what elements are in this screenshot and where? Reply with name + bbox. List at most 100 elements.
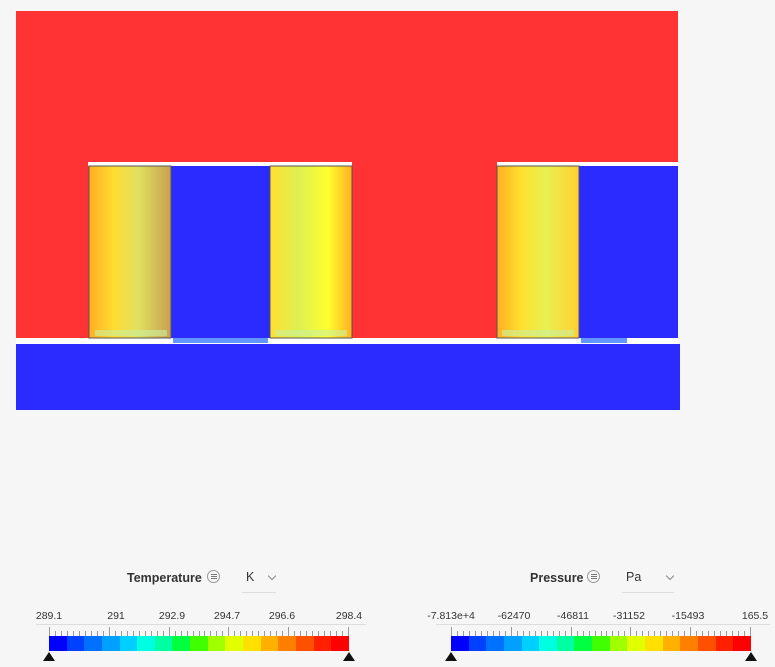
legend-max-handle[interactable]	[343, 652, 355, 661]
legend-tick	[252, 631, 253, 636]
legend-tick	[654, 631, 655, 636]
legend-tick	[475, 631, 476, 636]
legend-tick	[216, 631, 217, 636]
legend-header: Temperature K	[36, 566, 366, 593]
legend-tick-label: 165.5	[741, 610, 769, 622]
legend-color-segment	[331, 636, 349, 651]
legend-tick	[732, 631, 733, 636]
legend-tick	[618, 631, 619, 636]
legend-tick	[91, 631, 92, 636]
legend-color-segment	[278, 636, 296, 651]
legend-label-underline	[436, 624, 770, 625]
3d-viewport[interactable]	[0, 0, 775, 560]
legend-color-segment	[225, 636, 244, 651]
legend-tick	[606, 631, 607, 636]
legend-tick-label: -62470	[497, 610, 531, 622]
legend-quantity-label: Pressure	[530, 571, 584, 585]
legend-color-segment	[715, 636, 734, 651]
unit-dropdown[interactable]: Pa	[622, 566, 675, 593]
legend-color-segment	[172, 636, 191, 651]
legend-tick	[547, 631, 548, 636]
legend-color-segment	[49, 636, 67, 651]
legend-color-segment	[627, 636, 646, 651]
legend-tick	[541, 631, 542, 636]
channel-bottom-strip-2	[581, 338, 627, 343]
legend-tick	[529, 631, 530, 636]
legend-tick	[708, 631, 709, 636]
legend-color-segment	[539, 636, 557, 651]
legend-tick	[565, 631, 566, 636]
separator-plate-bottom	[16, 338, 678, 344]
legend-tick	[49, 627, 50, 636]
legend-color-segment	[503, 636, 522, 651]
legend-label-underline	[36, 624, 366, 625]
legend-tick	[690, 627, 691, 636]
legend-tick	[583, 631, 584, 636]
legend-ticks	[451, 627, 751, 636]
legend-tick-label: 298.4	[335, 610, 363, 622]
unit-value: Pa	[626, 570, 642, 584]
legend-tick	[193, 631, 194, 636]
legend-min-handle[interactable]	[43, 652, 55, 661]
legend-color-bar	[451, 636, 751, 651]
legend-tick	[175, 631, 176, 636]
legend-color-segment	[662, 636, 681, 651]
legend-tick	[642, 631, 643, 636]
legend-color-segment	[243, 636, 261, 651]
legend-tick	[103, 631, 104, 636]
legend-tick	[630, 627, 631, 636]
legend-tick-labels: -7.813e+4 -62470 -46811 -31152 -15493 16…	[427, 610, 769, 624]
legend-tick	[499, 631, 500, 636]
legend-tick	[222, 631, 223, 636]
legend-tick	[61, 631, 62, 636]
legend-tick	[517, 631, 518, 636]
legend-tick	[601, 631, 602, 636]
legend-tick	[342, 631, 343, 636]
legend-color-segment	[190, 636, 208, 651]
legend-tick-label: -46811	[557, 610, 589, 622]
legend-max-handle[interactable]	[745, 652, 757, 661]
unit-dropdown[interactable]: K	[242, 566, 277, 593]
legend-tick-label: -31152	[613, 610, 645, 622]
legend-tick	[463, 631, 464, 636]
legend-color-segment	[468, 636, 487, 651]
legend-tick-label: 292.9	[158, 610, 186, 622]
legend-tick	[306, 631, 307, 636]
legend-header: Pressure Pa	[436, 566, 766, 593]
legend-tick-label: 291	[107, 610, 125, 622]
simulation-render	[16, 11, 680, 410]
legend-tick	[744, 631, 745, 636]
legend-tick	[109, 627, 110, 636]
legend-menu-icon[interactable]	[587, 570, 600, 583]
legend-tick	[595, 631, 596, 636]
legend-min-handle[interactable]	[445, 652, 457, 661]
cold-fluid-channel-1	[171, 166, 270, 338]
legend-menu-icon[interactable]	[207, 570, 220, 583]
fin-base-highlight-3	[502, 330, 574, 336]
legend-tick	[457, 631, 458, 636]
legend-tick-label: -15493	[671, 610, 705, 622]
legend-tick	[276, 631, 277, 636]
legend-tick	[624, 631, 625, 636]
legend-tick	[648, 631, 649, 636]
legend-tick	[493, 631, 494, 636]
legend-tick	[85, 631, 86, 636]
legend-color-segment	[313, 636, 332, 651]
legend-tick	[145, 631, 146, 636]
legend-color-segment	[84, 636, 102, 651]
legend-color-segment	[119, 636, 138, 651]
legend-ticks	[49, 627, 349, 636]
legend-tick	[678, 631, 679, 636]
legend-tick	[714, 631, 715, 636]
legend-tick	[258, 631, 259, 636]
legend-tick	[133, 631, 134, 636]
separator-plate-top-right	[497, 162, 678, 166]
legend-tick	[55, 631, 56, 636]
legend-tick	[505, 631, 506, 636]
legend-tick	[163, 631, 164, 636]
legend-tick	[228, 627, 229, 636]
legend-tick	[636, 631, 637, 636]
legend-color-segment	[154, 636, 173, 651]
legend-tick	[666, 631, 667, 636]
legend-tick	[612, 631, 613, 636]
